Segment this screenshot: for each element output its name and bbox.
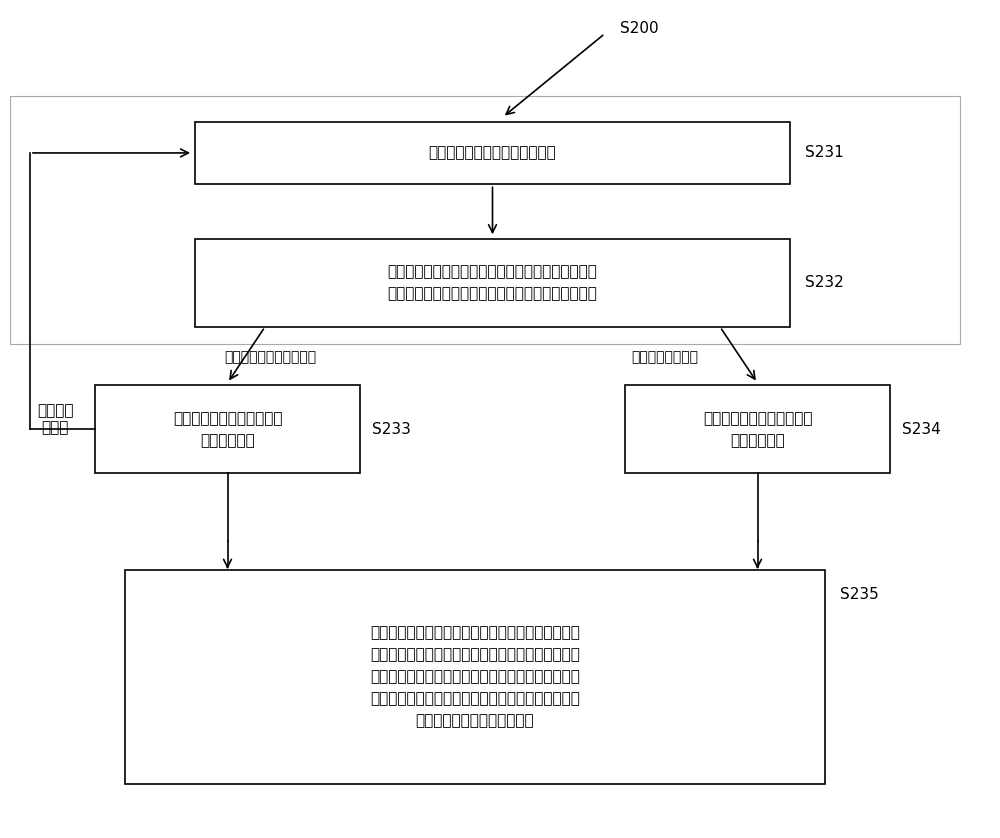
Text: 将人员图像与第一预设布防线图像进行与运算，判断
人员图像与第一预设布防线图像是否存在重叠像素点: 将人员图像与第一预设布防线图像进行与运算，判断 人员图像与第一预设布防线图像是否… (388, 264, 597, 302)
Text: 第一次检测到重叠像素点: 第一次检测到重叠像素点 (224, 350, 316, 365)
FancyBboxPatch shape (195, 239, 790, 327)
FancyBboxPatch shape (195, 122, 790, 184)
Text: S233: S233 (372, 422, 411, 437)
Text: S234: S234 (902, 422, 941, 437)
Text: 记录人员图像对应的人员的
第二位置坐标: 记录人员图像对应的人员的 第二位置坐标 (703, 411, 812, 448)
Text: 记录人员图像对应的人员的
第一位置坐标: 记录人员图像对应的人员的 第一位置坐标 (173, 411, 282, 448)
FancyBboxPatch shape (625, 385, 890, 473)
FancyBboxPatch shape (125, 570, 825, 784)
Text: S232: S232 (805, 275, 844, 290)
Text: S231: S231 (805, 145, 844, 160)
Text: 当第一位置坐标对应的第一位置和第二位置坐标对应
的第二位置分布在第二预设布防线图像对应的第二预
设布防线两侧，且第二位置坐标对应的第二位置在第
二预设布防线划分: 当第一位置坐标对应的第一位置和第二位置坐标对应 的第二位置分布在第二预设布防线图… (370, 625, 580, 728)
Text: 下一帧视
频图像: 下一帧视 频图像 (37, 403, 73, 435)
Text: 不存在重叠像素点: 不存在重叠像素点 (632, 350, 698, 365)
Text: S200: S200 (620, 21, 659, 36)
Text: 提取当前视频图像中的人员图像: 提取当前视频图像中的人员图像 (429, 146, 556, 160)
FancyBboxPatch shape (95, 385, 360, 473)
Text: S235: S235 (840, 587, 879, 603)
